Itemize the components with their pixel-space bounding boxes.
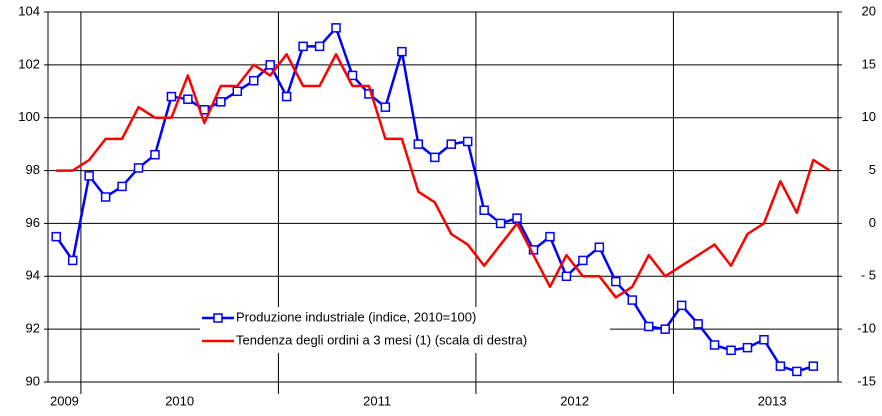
- point-marker: [627, 295, 638, 305]
- x-tick-label: 2009: [50, 393, 79, 408]
- y2-tick-label: 0: [869, 215, 876, 230]
- point-marker: [133, 163, 144, 173]
- y2-tick-label: 20: [862, 3, 876, 18]
- x-tick-label: 2012: [560, 393, 589, 408]
- point-marker: [495, 218, 506, 229]
- point-marker: [693, 319, 703, 329]
- point-marker: [726, 345, 736, 356]
- series-line: [56, 53, 831, 299]
- point-marker: [84, 171, 94, 181]
- y-tick-label: 104: [18, 3, 40, 18]
- legend: Produzione industriale (indice, 2010=100…: [200, 307, 610, 353]
- point-marker: [216, 97, 226, 107]
- y-tick-label: 92: [26, 321, 40, 336]
- point-marker: [166, 91, 177, 102]
- point-marker: [479, 205, 489, 215]
- point-marker: [248, 75, 259, 86]
- point-marker: [512, 213, 522, 223]
- y2-tick-label: - 5: [861, 268, 876, 283]
- point-marker: [709, 340, 720, 350]
- point-marker: [413, 139, 424, 149]
- point-marker: [759, 334, 769, 345]
- point-marker: [430, 152, 440, 163]
- point-marker: [397, 46, 407, 57]
- point-marker: [676, 300, 687, 311]
- y-tick-label: 94: [26, 268, 40, 283]
- point-marker: [611, 276, 621, 287]
- legend-label: Produzione industriale (indice, 2010=100…: [236, 309, 476, 324]
- y2-tick-label: 5: [869, 162, 876, 177]
- point-marker: [117, 181, 127, 192]
- y2-tick-label: -15: [857, 373, 876, 388]
- y2-tick-label: -10: [857, 321, 876, 336]
- point-marker: [545, 231, 555, 242]
- y-tick-label: 102: [18, 56, 40, 71]
- point-marker: [775, 361, 786, 371]
- point-marker: [67, 255, 78, 266]
- point-marker: [314, 41, 325, 52]
- legend-box: [200, 307, 610, 353]
- point-marker: [281, 91, 292, 102]
- point-marker: [660, 324, 670, 334]
- point-marker: [100, 192, 111, 202]
- plot-frame: [47, 11, 839, 383]
- x-tick-label: 2011: [363, 393, 391, 408]
- legend-label: Tendenza degli ordini a 3 mesi (1) (scal…: [236, 332, 527, 347]
- x-tick-label: 2010: [165, 393, 194, 408]
- x-tick-label: 2013: [758, 393, 787, 408]
- point-marker: [594, 242, 605, 252]
- point-marker: [380, 102, 391, 112]
- point-marker: [561, 271, 572, 282]
- y-tick-label: 90: [26, 373, 40, 388]
- point-marker: [232, 86, 243, 97]
- point-marker: [51, 231, 61, 242]
- y2-tick-label: 10: [862, 109, 876, 124]
- point-marker: [446, 139, 456, 149]
- y-tick-label: 96: [26, 215, 40, 230]
- point-marker: [792, 366, 802, 377]
- point-marker: [462, 136, 473, 147]
- point-marker: [643, 321, 654, 332]
- point-marker: [265, 60, 275, 70]
- y2-tick-label: 15: [862, 56, 876, 71]
- point-marker: [742, 342, 753, 353]
- y-tick-label: 98: [26, 162, 40, 177]
- point-marker: [183, 94, 193, 104]
- point-marker: [150, 149, 160, 160]
- point-marker: [331, 23, 341, 33]
- point-marker: [578, 255, 588, 266]
- point-marker: [808, 361, 819, 371]
- point-marker: [298, 41, 308, 52]
- legend-marker: [213, 313, 223, 323]
- y-tick-label: 100: [18, 109, 40, 124]
- point-marker: [347, 70, 358, 81]
